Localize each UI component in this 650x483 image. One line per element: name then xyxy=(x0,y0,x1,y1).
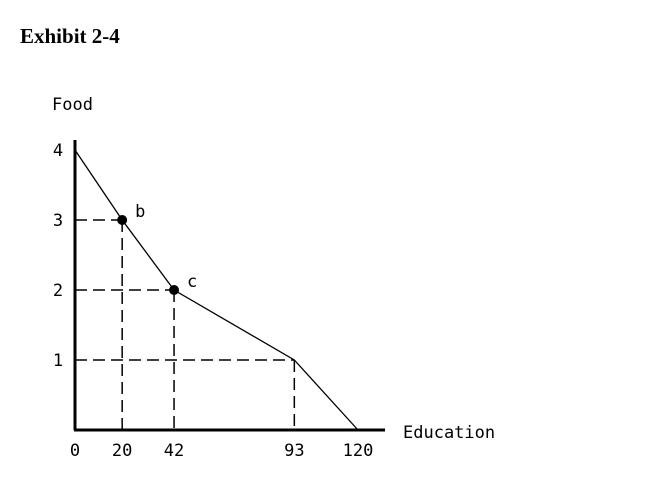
y-tick-label-3: 3 xyxy=(53,211,63,231)
point-b xyxy=(117,215,128,225)
x-tick-label-0: 0 xyxy=(70,441,80,461)
x-tick-label-93: 93 xyxy=(284,441,304,461)
x-axis-label: Education xyxy=(403,423,495,443)
point-c xyxy=(169,285,180,295)
point-label-c: c xyxy=(187,272,197,292)
y-tick-label-2: 2 xyxy=(53,281,63,301)
tick-labels: 0 20 42 93 120 1 2 3 4 xyxy=(53,141,373,461)
x-tick-label-120: 120 xyxy=(343,441,374,461)
marked-points: bc xyxy=(117,202,197,295)
y-axis-label: Food xyxy=(52,95,93,115)
y-tick-label-4: 4 xyxy=(53,141,63,161)
point-label-b: b xyxy=(135,202,145,222)
y-tick-label-1: 1 xyxy=(53,351,63,371)
x-tick-label-20: 20 xyxy=(112,441,132,461)
guide-lines xyxy=(75,219,296,430)
x-tick-label-42: 42 xyxy=(164,441,184,461)
exhibit-title: Exhibit 2-4 xyxy=(20,24,120,48)
axes xyxy=(73,140,385,432)
